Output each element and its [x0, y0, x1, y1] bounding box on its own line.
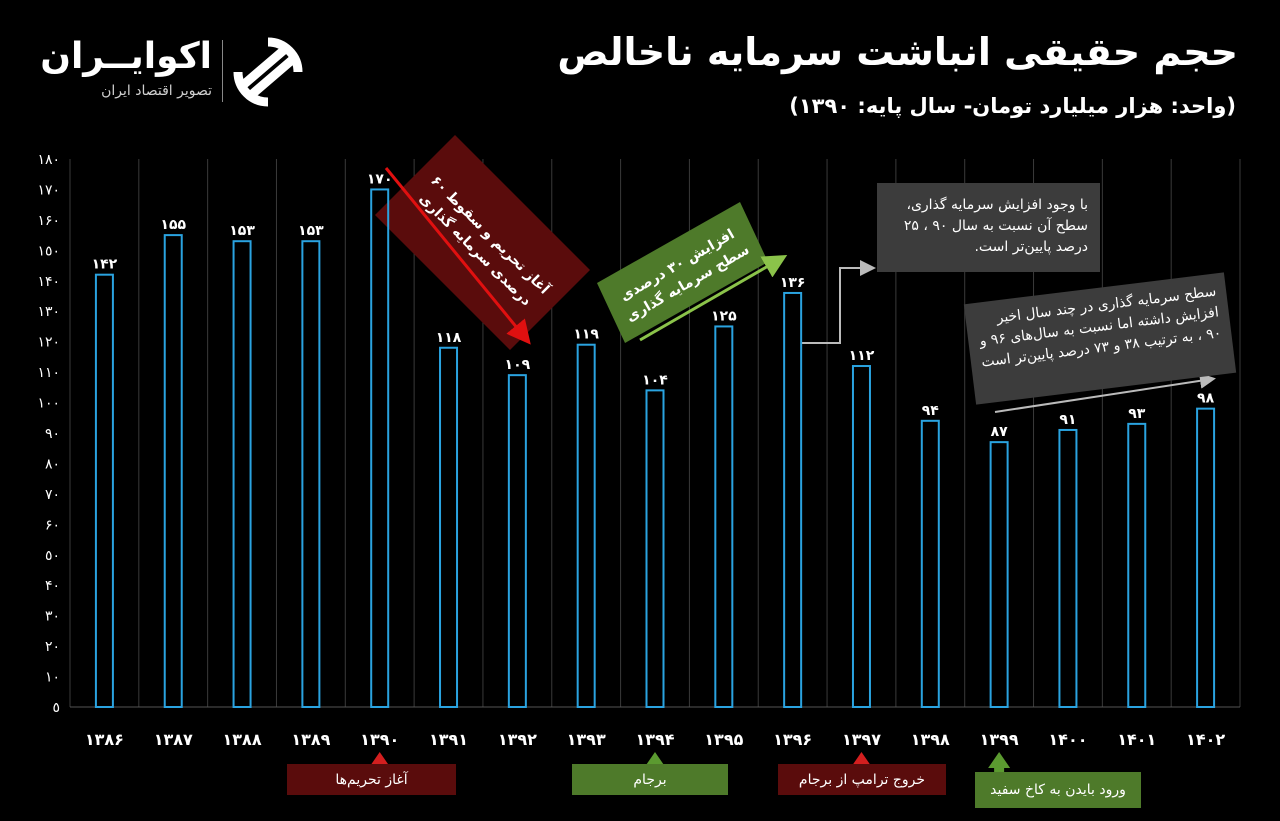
- note-1396: با وجود افزایش سرمایه گذاری، سطح آن نسبت…: [877, 183, 1100, 272]
- bar: [232, 240, 252, 708]
- x-tick-label: ۱۴۰۲: [1186, 730, 1225, 749]
- y-tick-label: ۱۸۰: [37, 152, 60, 168]
- y-tick-label: ۱۲۰: [37, 335, 60, 351]
- bar: [370, 188, 390, 708]
- bar: [1058, 428, 1078, 708]
- logo-mark-icon: [233, 37, 303, 107]
- bar-value-label: ۱۱۹: [573, 327, 599, 343]
- bar: [94, 273, 114, 708]
- bar-value-label: ۹۴: [922, 403, 940, 419]
- bar-value-label: ۱۱۲: [849, 348, 875, 364]
- bar-value-label: ۱۱۸: [436, 330, 462, 346]
- y-tick-label: ٥۰: [45, 548, 60, 564]
- event-box: برجام: [572, 764, 728, 795]
- bar-value-label: ۹۱: [1059, 412, 1076, 428]
- y-tick-label: ۴۰: [45, 578, 60, 594]
- x-tick-label: ۱۳۹۸: [911, 730, 950, 749]
- x-tick-label: ۱۳۸۶: [85, 730, 124, 749]
- y-tick-label: ۱۱۰: [37, 365, 60, 381]
- bar: [1127, 422, 1147, 708]
- y-tick-label: ٥: [52, 700, 60, 716]
- bar-value-label: ۱۲۵: [711, 308, 737, 324]
- x-tick-label: ۱۳۹۱: [429, 730, 468, 749]
- x-tick-label: ۱۳۸۷: [154, 730, 193, 749]
- y-tick-label: ۱۳۰: [37, 304, 60, 320]
- growth-annotation-box: [597, 202, 768, 343]
- event-box: ورود بایدن به کاخ سفید: [975, 772, 1141, 808]
- bar-value-label: ۱۷۰: [367, 171, 393, 187]
- bar: [439, 346, 459, 708]
- sanctions-annotation-box: [375, 135, 590, 350]
- logo-divider: [222, 40, 223, 102]
- y-tick-label: ۱۰۰: [37, 396, 60, 412]
- x-tick-label: ۱۴۰۱: [1117, 730, 1156, 749]
- bar: [714, 325, 734, 708]
- x-tick-label: ۱۳۹۴: [635, 730, 674, 749]
- event-box: آغاز تحریم‌ها: [287, 764, 456, 795]
- y-tick-label: ۹۰: [45, 426, 60, 442]
- y-tick-label: ۱۶۰: [37, 213, 60, 229]
- recent-trend-arrow: [994, 372, 1216, 413]
- bar-value-label: ۱۰۴: [642, 372, 668, 388]
- bar: [163, 234, 183, 708]
- y-tick-label: ۱۷۰: [37, 182, 60, 198]
- x-tick-label: ۱۳۹۳: [567, 730, 606, 749]
- x-tick-label: ۱۳۹۹: [980, 730, 1019, 749]
- bar-value-label: ۱۰۹: [505, 357, 531, 373]
- y-tick-label: ۱٥۰: [37, 243, 60, 259]
- bar: [989, 441, 1009, 708]
- bar: [851, 365, 871, 708]
- chart-title: حجم حقیقی انباشت سرمایه ناخالص: [557, 30, 1238, 74]
- x-tick-label: ۱۳۹۷: [842, 730, 881, 749]
- bar-value-label: ۱۵۳: [229, 223, 255, 239]
- bar: [920, 419, 940, 708]
- x-tick-label: ۱۳۹۶: [773, 730, 812, 749]
- bar-value-label: ۹۳: [1128, 406, 1146, 422]
- event-arrow-stem: [994, 766, 1005, 772]
- bar-value-label: ۱۵۳: [298, 223, 324, 239]
- bar-value-label: ۹۸: [1197, 391, 1215, 407]
- bar: [783, 291, 803, 708]
- bar: [1196, 407, 1216, 708]
- bar: [576, 343, 596, 708]
- note-1396-arrow: [802, 260, 876, 344]
- bar-value-label: ۱۳۶: [780, 275, 806, 291]
- logo: اکوایــران تصویر اقتصاد ایران: [40, 36, 320, 111]
- event-arrow-icon: [988, 752, 1011, 768]
- logo-name: اکوایــران: [40, 36, 212, 77]
- x-tick-label: ۱۴۰۰: [1048, 730, 1087, 749]
- bar: [507, 374, 527, 708]
- y-tick-label: ۸۰: [45, 456, 60, 472]
- bar: [301, 240, 321, 708]
- y-tick-label: ۷۰: [45, 487, 60, 503]
- event-box: خروج ترامپ از برجام: [778, 764, 946, 795]
- y-tick-label: ۱۰: [45, 670, 60, 686]
- y-tick-label: ۲۰: [45, 639, 60, 655]
- x-tick-label: ۱۳۸۹: [291, 730, 330, 749]
- x-tick-label: ۱۳۸۸: [223, 730, 262, 749]
- bar-value-label: ۸۷: [991, 424, 1009, 440]
- x-tick-label: ۱۳۹۰: [360, 730, 399, 749]
- growth-arrow: [639, 254, 788, 342]
- y-tick-label: ۳۰: [45, 609, 60, 625]
- y-tick-label: ۶۰: [45, 517, 60, 533]
- x-tick-label: ۱۳۹۲: [498, 730, 537, 749]
- logo-tagline: تصویر اقتصاد ایران: [101, 83, 212, 99]
- y-tick-label: ۱۴۰: [37, 274, 60, 290]
- x-tick-label: ۱۳۹۵: [704, 730, 743, 749]
- bar-value-label: ۱۴۲: [92, 257, 118, 273]
- bar-value-label: ۱۵۵: [160, 217, 186, 233]
- sanctions-drop-arrow: [384, 167, 531, 345]
- bar: [645, 389, 665, 708]
- chart-subtitle: (واحد: هزار میلیارد تومان- سال پایه: ۱۳۹…: [789, 94, 1236, 118]
